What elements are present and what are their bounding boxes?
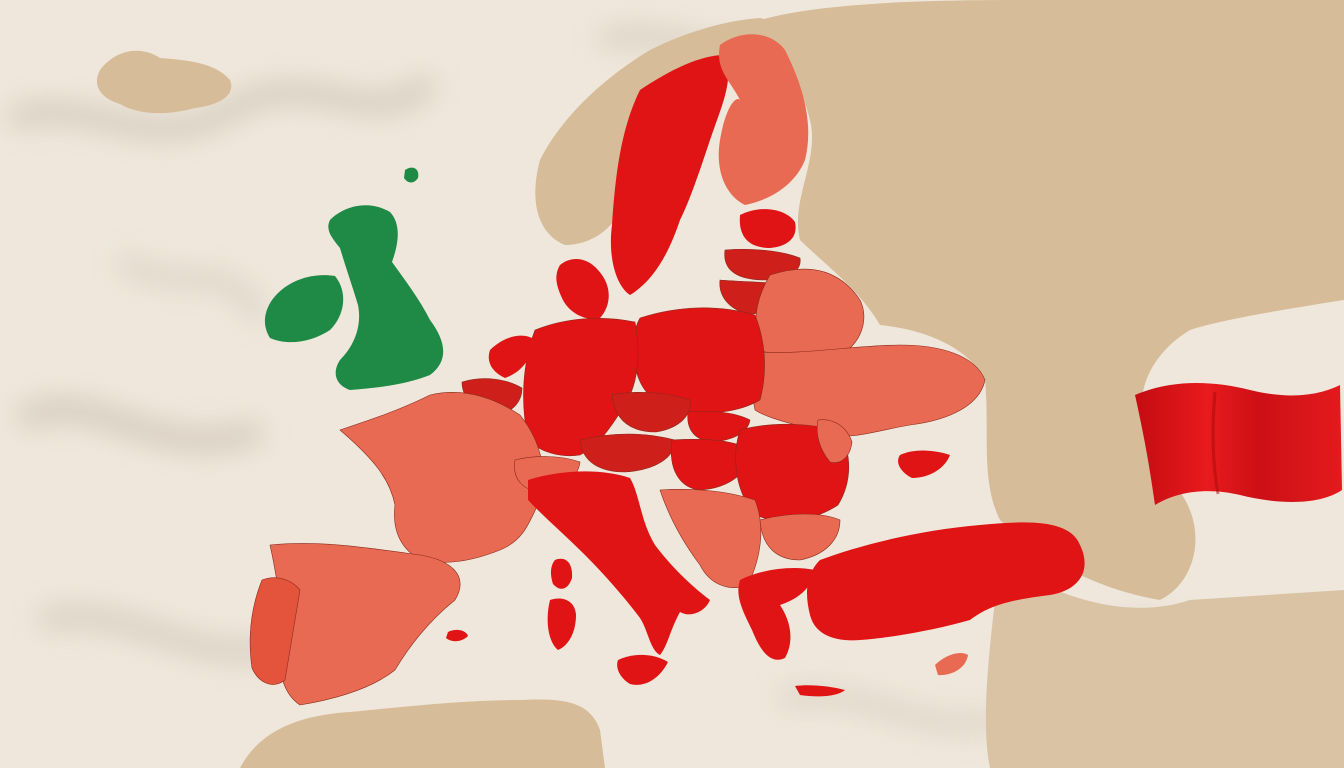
region-sardinia	[547, 598, 576, 650]
region-italy	[528, 471, 710, 655]
region-great-britain	[328, 205, 444, 390]
region-russia-east	[760, 0, 1344, 600]
region-corsica	[550, 558, 573, 589]
region-portugal	[249, 577, 301, 685]
region-estonia	[739, 209, 796, 248]
red-flag-cloth	[1135, 383, 1342, 505]
region-sicily	[617, 654, 668, 685]
region-sweden	[610, 55, 729, 295]
region-north-africa	[240, 699, 605, 768]
region-bulgaria	[759, 513, 841, 561]
region-balearics	[446, 629, 468, 642]
region-norway	[535, 18, 803, 245]
region-crete	[795, 685, 845, 697]
region-ireland	[264, 275, 344, 343]
region-germany	[523, 317, 639, 457]
red-flag	[1135, 383, 1342, 505]
region-caucasus	[985, 560, 1344, 768]
region-france	[339, 392, 544, 563]
region-netherlands	[488, 335, 535, 378]
region-iceland	[96, 50, 232, 114]
region-cyprus	[935, 653, 968, 676]
region-czechia	[611, 391, 691, 433]
region-denmark	[556, 258, 609, 319]
red-flag-fold	[1211, 391, 1220, 495]
region-finland	[718, 34, 809, 206]
region-shetland	[404, 167, 419, 183]
region-moldova	[816, 419, 853, 463]
region-austria	[579, 433, 676, 473]
region-turkey	[807, 522, 1085, 641]
region-crimea	[898, 450, 950, 478]
region-ukraine	[751, 344, 986, 437]
region-romania	[735, 423, 850, 521]
region-greece	[738, 568, 815, 660]
